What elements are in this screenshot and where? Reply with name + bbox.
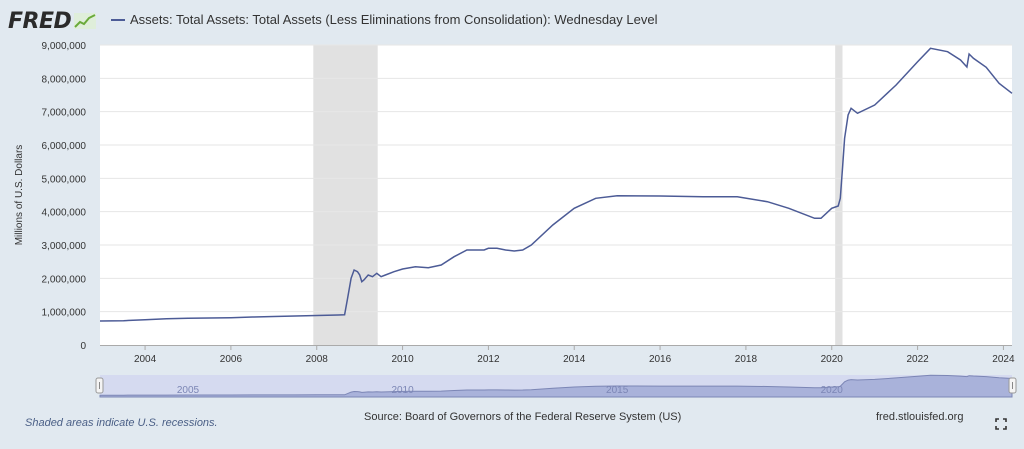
x-axis-ticks: 2004 2006 2008 2010 2012 2014 2016 2018 2020 2022… xyxy=(134,345,1015,365)
source-note: Source: Board of Governors of the Federa… xyxy=(364,411,682,423)
recession-band xyxy=(835,45,843,345)
gridlines xyxy=(100,44,1012,346)
y-tick-label: 2,000,000 xyxy=(42,274,87,285)
site-link[interactable]: fred.stlouisfed.org xyxy=(876,411,964,423)
x-tick-label: 2012 xyxy=(477,354,500,365)
x-tick-label: 2020 xyxy=(821,354,844,365)
x-tick-label: 2006 xyxy=(220,354,243,365)
navigator-label: 2015 xyxy=(606,385,629,396)
y-tick-label: 7,000,000 xyxy=(42,108,87,119)
x-tick-label: 2010 xyxy=(391,354,414,365)
x-tick-label: 2014 xyxy=(563,354,586,365)
y-axis-ticks: 0 1,000,000 2,000,000 3,000,000 4,000,000 5,0… xyxy=(42,41,87,352)
navigator-label: 2010 xyxy=(391,385,414,396)
navigator-labels: 2005 2010 2015 2020 xyxy=(177,385,843,396)
recession-bands xyxy=(313,45,843,345)
y-tick-label: 8,000,000 xyxy=(42,74,87,85)
y-tick-label: 1,000,000 xyxy=(42,308,87,319)
recession-note: Shaded areas indicate U.S. recessions. xyxy=(25,417,218,429)
y-axis-title: Millions of U.S. Dollars xyxy=(14,145,25,246)
fred-logo[interactable]: FRED xyxy=(8,7,97,35)
legend-label: Assets: Total Assets: Total Assets (Less… xyxy=(130,12,658,27)
x-tick-label: 2016 xyxy=(649,354,672,365)
plot-area xyxy=(100,45,1012,345)
navigator[interactable]: 2005 2010 2015 2020 xyxy=(95,374,1017,398)
x-tick-label: 2024 xyxy=(992,354,1015,365)
series-line xyxy=(99,47,1013,322)
line-chart-icon xyxy=(74,13,97,29)
x-tick-label: 2008 xyxy=(306,354,329,365)
legend[interactable]: Assets: Total Assets: Total Assets (Less… xyxy=(111,12,657,27)
x-tick-label: 2022 xyxy=(906,354,929,365)
y-tick-label: 9,000,000 xyxy=(42,41,87,52)
y-tick-label: 3,000,000 xyxy=(42,241,87,252)
navigator-label: 2005 xyxy=(177,385,200,396)
y-tick-label: 5,000,000 xyxy=(42,174,87,185)
y-tick-label: 6,000,000 xyxy=(42,141,87,152)
x-tick-label: 2004 xyxy=(134,354,157,365)
fullscreen-icon[interactable] xyxy=(995,418,1007,430)
legend-swatch xyxy=(111,18,125,21)
navigator-label: 2020 xyxy=(821,385,844,396)
y-tick-label: 4,000,000 xyxy=(42,208,87,219)
recession-band xyxy=(313,45,378,345)
navigator-series xyxy=(99,374,1013,398)
x-tick-label: 2018 xyxy=(735,354,758,365)
logo-text: FRED xyxy=(8,8,72,34)
y-tick-label: 0 xyxy=(80,341,86,352)
